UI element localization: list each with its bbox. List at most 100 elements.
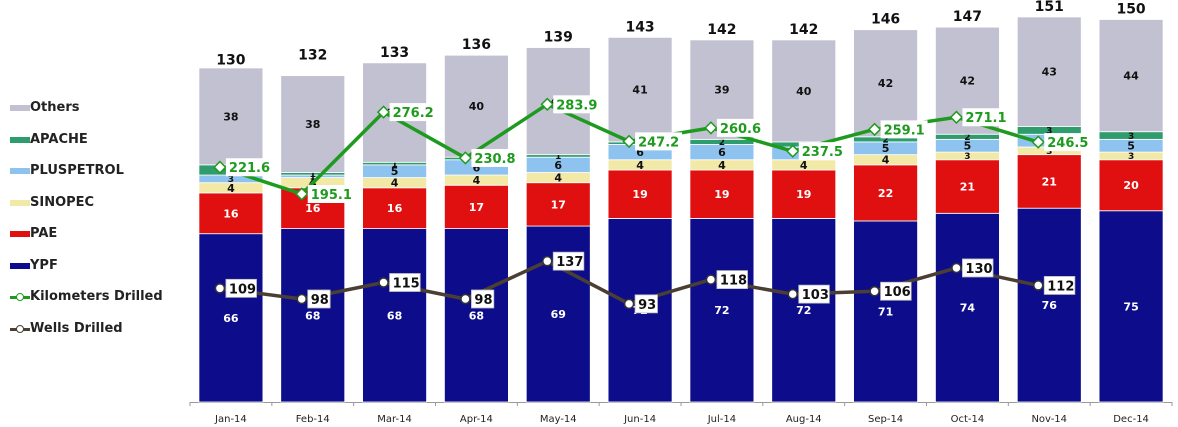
legend-item-pluspetrol: PLUSPETROL <box>10 163 190 195</box>
kilometers-label-aug-14: 237.5 <box>802 145 843 160</box>
kilometers-marker-oct-14 <box>949 110 964 124</box>
legend-dot-kilometers <box>16 293 24 301</box>
x-tick-label-oct-14: Oct-14 <box>951 414 985 425</box>
legend-label-sinopec: SINOPEC <box>30 194 95 210</box>
legend-swatch-ypf <box>10 258 30 274</box>
data-label-pae-may-14: 17 <box>551 198 566 211</box>
legend-label-kilometers-drilled: Kilometers Drilled <box>30 289 163 304</box>
kilometers-label-apr-14: 230.8 <box>474 152 515 167</box>
bar-ypf-jul-14 <box>689 217 755 403</box>
legend-item-others: Others <box>10 100 190 132</box>
legend-swatch-pluspetrol <box>10 163 30 179</box>
data-label-pluspetrol-mar-14: 5 <box>391 165 399 178</box>
total-label-jul-14: 142 <box>707 22 736 38</box>
data-label-pluspetrol-dec-14: 5 <box>1127 140 1135 153</box>
wells-label-jul-14: 118 <box>720 274 747 289</box>
data-label-apache-mar-14: 1 <box>391 160 397 170</box>
legend-item-kilometers-drilled: Kilometers Drilled <box>10 289 190 321</box>
legend-swatch-wells <box>10 321 30 337</box>
data-label-others-feb-14: 38 <box>305 118 320 131</box>
kilometers-label-bg-aug-14 <box>798 142 846 161</box>
data-label-apache-dec-14: 3 <box>1128 132 1134 142</box>
kilometers-label-mar-14: 276.2 <box>393 106 434 121</box>
kilometers-label-bg-sep-14 <box>880 120 928 139</box>
total-label-apr-14: 136 <box>462 37 491 53</box>
kilometers-label-bg-jul-14 <box>716 118 764 137</box>
wells-label-bg-sep-14 <box>880 281 912 301</box>
data-label-pluspetrol-oct-14: 5 <box>964 140 972 153</box>
wells-label-nov-14: 112 <box>1047 279 1074 294</box>
data-label-sinopec-jan-14: 4 <box>227 182 235 195</box>
kilometers-label-sep-14: 259.1 <box>884 123 925 138</box>
data-label-sinopec-sep-14: 4 <box>882 154 890 167</box>
bar-others-nov-14 <box>1016 16 1082 128</box>
bar-ypf-dec-14 <box>1098 210 1164 403</box>
wells-label-jan-14: 109 <box>229 282 256 297</box>
wells-label-jun-14: 93 <box>638 298 656 313</box>
bar-ypf-oct-14 <box>935 212 1000 403</box>
legend-item-pae: PAE <box>10 226 190 258</box>
kilometers-label-jan-14: 221.6 <box>229 161 270 176</box>
wells-label-may-14: 137 <box>556 255 583 270</box>
wells-label-bg-aug-14 <box>798 284 830 304</box>
kilometers-label-bg-jun-14 <box>635 132 683 151</box>
data-label-pae-jul-14: 19 <box>714 188 729 201</box>
data-label-others-oct-14: 42 <box>960 75 975 88</box>
legend-swatch-others <box>10 100 30 116</box>
data-label-pae-mar-14: 16 <box>387 202 403 215</box>
wells-label-bg-feb-14 <box>307 289 331 309</box>
x-tick-label-jul-14: Jul-14 <box>707 414 736 425</box>
kilometers-label-bg-apr-14 <box>471 148 519 167</box>
bar-pae-dec-14 <box>1098 159 1164 212</box>
data-label-apache-oct-14: 2 <box>964 133 970 143</box>
bar-ypf-mar-14 <box>362 228 427 403</box>
x-tick-label-mar-14: Mar-14 <box>377 414 412 425</box>
wells-label-bg-jun-14 <box>634 294 658 314</box>
wells-marker-jul-14 <box>705 274 717 285</box>
wells-label-oct-14: 130 <box>965 262 992 277</box>
data-label-ypf-nov-14: 76 <box>1042 299 1058 312</box>
data-label-pae-jan-14: 16 <box>223 207 239 220</box>
kilometers-marker-may-14 <box>540 97 554 112</box>
wells-marker-mar-14 <box>378 277 389 288</box>
legend-box-others <box>10 105 30 111</box>
data-label-sinopec-mar-14: 4 <box>391 177 399 190</box>
wells-marker-apr-14 <box>460 293 471 305</box>
kilometers-marker-nov-14 <box>1031 135 1045 149</box>
data-label-pluspetrol-feb-14: 1 <box>310 173 316 183</box>
legend-swatch-kilometers <box>10 289 30 305</box>
kilometers-label-bg-nov-14 <box>1044 133 1092 152</box>
data-label-pluspetrol-jun-14: 6 <box>636 146 644 159</box>
data-label-others-sep-14: 42 <box>878 77 893 90</box>
data-label-others-dec-14: 44 <box>1123 70 1139 83</box>
data-label-pae-dec-14: 20 <box>1123 179 1139 192</box>
bar-ypf-jan-14 <box>198 233 264 403</box>
data-label-pluspetrol-jan-14: 3 <box>228 175 234 185</box>
wells-label-bg-oct-14 <box>962 258 994 278</box>
x-tick-label-jan-14: Jan-14 <box>214 414 247 425</box>
total-label-jan-14: 130 <box>216 53 245 69</box>
total-label-nov-14: 151 <box>1035 0 1064 15</box>
kilometers-marker-jan-14 <box>213 160 227 174</box>
bar-ypf-apr-14 <box>444 228 509 403</box>
wells-marker-jun-14 <box>623 298 635 310</box>
bar-ypf-nov-14 <box>1016 207 1082 403</box>
bar-others-feb-14 <box>280 75 346 173</box>
kilometers-marker-jul-14 <box>704 121 718 135</box>
total-label-aug-14: 142 <box>789 22 818 38</box>
wells-marker-oct-14 <box>951 262 962 274</box>
data-label-sinopec-oct-14: 3 <box>964 152 970 162</box>
wells-marker-nov-14 <box>1033 280 1044 291</box>
data-label-pae-oct-14: 21 <box>960 180 975 193</box>
data-label-pae-jun-14: 19 <box>632 188 647 201</box>
x-tick-label-may-14: May-14 <box>540 414 577 425</box>
legend-box-pluspetrol <box>10 168 30 174</box>
data-label-pae-feb-14: 16 <box>305 202 321 215</box>
data-label-apache-jul-14: 2 <box>719 138 725 148</box>
kilometers-label-oct-14: 271.1 <box>965 111 1006 126</box>
data-label-sinopec-aug-14: 4 <box>800 159 808 172</box>
kilometers-label-jul-14: 260.6 <box>720 122 761 137</box>
data-label-ypf-jan-14: 66 <box>223 312 239 325</box>
x-tick-label-nov-14: Nov-14 <box>1031 414 1067 425</box>
legend-item-ypf: YPF <box>10 258 190 290</box>
